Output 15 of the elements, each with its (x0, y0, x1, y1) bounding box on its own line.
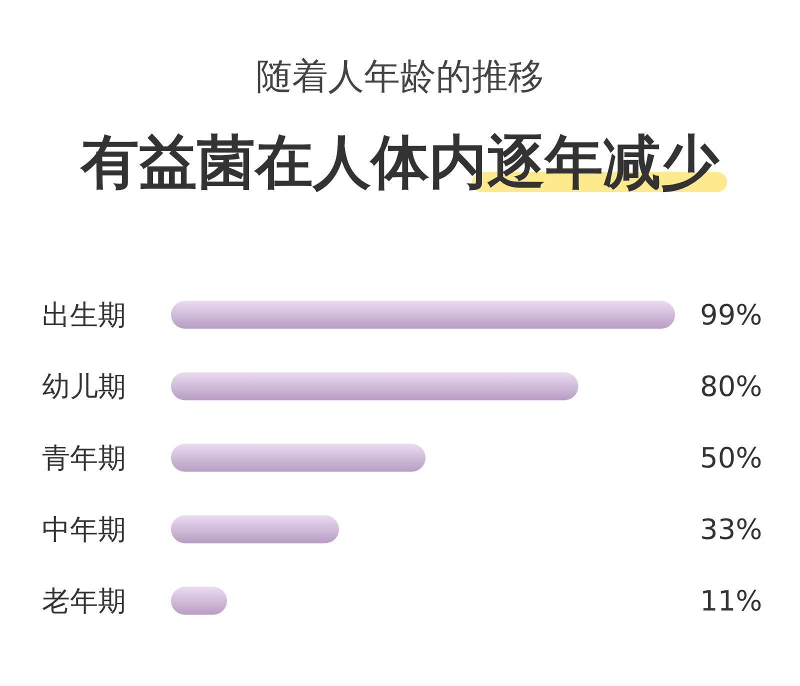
y-tick-label: 老年期 (42, 584, 126, 618)
data-label: 50% (700, 441, 762, 474)
data-label: 80% (700, 370, 762, 403)
bar (171, 372, 578, 400)
y-tick-label: 出生期 (42, 298, 126, 332)
data-label: 99% (700, 298, 762, 332)
y-tick-label: 幼儿期 (42, 370, 126, 403)
bar (171, 515, 339, 544)
bar (171, 444, 426, 472)
data-label: 33% (700, 512, 762, 546)
y-tick-label: 青年期 (42, 441, 126, 474)
chart-subtitle: 随着人年龄的推移 (256, 56, 544, 98)
bar (171, 300, 675, 329)
data-label: 11% (700, 584, 762, 618)
y-tick-label: 中年期 (42, 512, 126, 546)
